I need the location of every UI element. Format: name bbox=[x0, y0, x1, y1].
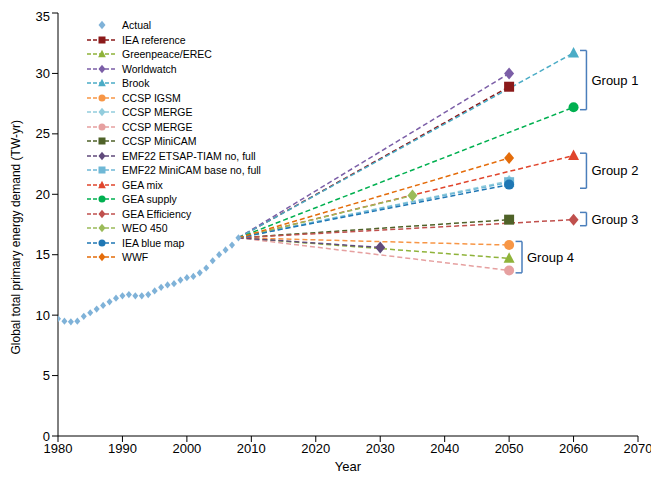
svg-text:Group 4: Group 4 bbox=[527, 250, 574, 265]
html-text:Worldwatch: Worldwatch bbox=[122, 62, 177, 75]
html-text:GEA Efficiency: GEA Efficiency bbox=[122, 207, 192, 220]
svg-text:0: 0 bbox=[43, 429, 50, 444]
svg-text:20: 20 bbox=[36, 187, 50, 202]
html-text:Brook: Brook bbox=[122, 77, 150, 89]
svg-text:Group 3: Group 3 bbox=[591, 212, 638, 227]
svg-text:1980: 1980 bbox=[43, 441, 73, 457]
svg-text:Global total primary energy de: Global total primary energy demand (TW-y… bbox=[9, 120, 23, 355]
svg-text:1990: 1990 bbox=[108, 441, 137, 456]
html-text:GEA supply: GEA supply bbox=[122, 193, 177, 205]
html-text:CCSP MiniCAM: CCSP MiniCAM bbox=[122, 135, 197, 147]
html-text:EMF22 ETSAP-TIAM no, full: EMF22 ETSAP-TIAM no, full bbox=[122, 149, 256, 162]
svg-text:2070: 2070 bbox=[624, 441, 651, 456]
svg-text:2020: 2020 bbox=[301, 441, 330, 456]
svg-text:30: 30 bbox=[36, 66, 50, 81]
svg-text:25: 25 bbox=[36, 126, 50, 141]
svg-text:15: 15 bbox=[36, 247, 50, 262]
html-text:WWF: WWF bbox=[122, 251, 149, 263]
svg-text:Year: Year bbox=[335, 459, 362, 474]
svg-text:5: 5 bbox=[43, 368, 50, 383]
html-text:Actual: Actual bbox=[122, 19, 152, 31]
html-text:CCSP MERGE: CCSP MERGE bbox=[122, 106, 193, 118]
svg-text:2050: 2050 bbox=[495, 441, 524, 456]
html-text:GEA mix: GEA mix bbox=[122, 178, 163, 191]
svg-text:2000: 2000 bbox=[172, 441, 201, 456]
html-text:CCSP IGSM: CCSP IGSM bbox=[122, 91, 181, 104]
html-text:Greenpeace/EREC: Greenpeace/EREC bbox=[122, 48, 212, 60]
svg-text:Group 1: Group 1 bbox=[591, 73, 638, 88]
html-text:IEA blue map: IEA blue map bbox=[122, 236, 185, 249]
svg-text:2040: 2040 bbox=[430, 441, 459, 456]
svg-text:Group 2: Group 2 bbox=[591, 163, 638, 178]
html-text:IEA reference: IEA reference bbox=[122, 33, 186, 46]
svg-text:2030: 2030 bbox=[366, 441, 395, 456]
html-text:CCSP MERGE: CCSP MERGE bbox=[122, 120, 193, 133]
svg-text:2010: 2010 bbox=[237, 441, 266, 456]
svg-text:10: 10 bbox=[36, 308, 50, 323]
html-text:EMF22 MiniCAM base no, full: EMF22 MiniCAM base no, full bbox=[122, 164, 261, 176]
svg-text:35: 35 bbox=[36, 9, 50, 24]
svg-text:2060: 2060 bbox=[559, 441, 588, 456]
html-text:WEO 450: WEO 450 bbox=[122, 222, 168, 234]
